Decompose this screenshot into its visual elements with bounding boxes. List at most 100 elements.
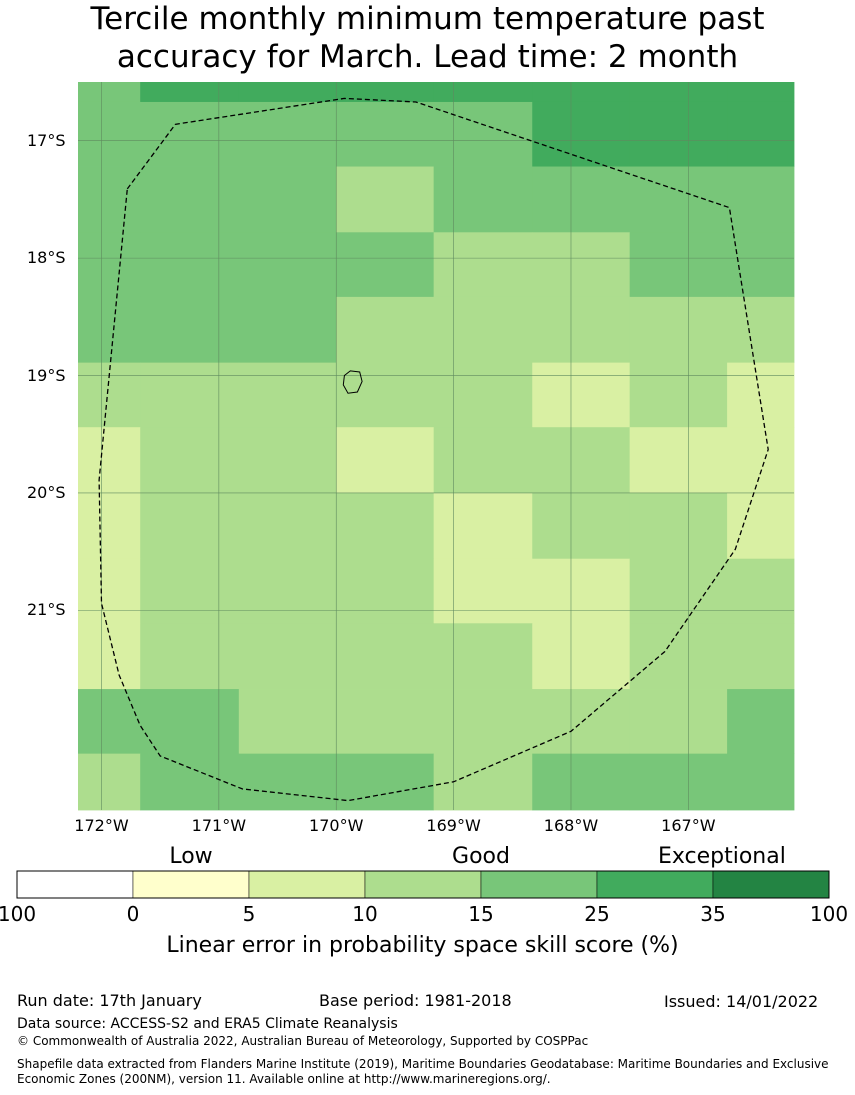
chart-title: Tercile monthly minimum temperature past… (0, 0, 855, 76)
colorbar-tick-label: 0 (126, 902, 140, 926)
grid-cell (140, 558, 240, 624)
grid-cell (140, 232, 240, 298)
grid-cell (78, 296, 141, 364)
grid-cell (433, 296, 533, 364)
grid-cell (238, 623, 337, 690)
colorbar-tick-label: 35 (700, 902, 726, 926)
grid-cell (532, 558, 631, 624)
colorbar-segment (16, 870, 134, 899)
grid-cell (727, 101, 795, 167)
colorbar-segment (364, 870, 482, 899)
colorbar-title: Linear error in probability space skill … (166, 933, 679, 958)
grid-cell (238, 689, 337, 755)
grid-cell (238, 296, 337, 364)
grid-cell (629, 101, 728, 167)
grid-cell (629, 362, 728, 428)
grid-cell (336, 492, 435, 560)
grid-cell (140, 623, 240, 690)
grid-cell (140, 101, 240, 167)
grid-cell (532, 166, 631, 233)
grid-cell (629, 427, 728, 494)
grid-cell (727, 558, 795, 624)
grid-cell (336, 232, 435, 298)
grid-cell (727, 689, 795, 755)
grid-cell (140, 689, 240, 755)
niue-island (342, 370, 363, 394)
latitude-label: 20°S (27, 482, 66, 502)
grid-cell (727, 492, 795, 560)
grid-cell (336, 558, 435, 624)
grid-cell (532, 82, 631, 103)
grid-cell (78, 427, 141, 494)
grid-cell (532, 753, 631, 811)
grid-cell (78, 753, 141, 811)
grid-cell (629, 689, 728, 755)
grid-cell (238, 232, 337, 298)
shapefile-credit-line-2: Economic Zones (200NM), version 11. Avai… (17, 1072, 551, 1086)
grid-cell (336, 101, 435, 167)
grid-cell (433, 101, 533, 167)
grid-cell (140, 427, 240, 494)
skill-grid (78, 82, 795, 811)
grid-cell (238, 558, 337, 624)
grid-cell (433, 689, 533, 755)
grid-cell (433, 166, 533, 233)
grid-cell (532, 296, 631, 364)
category-label: Good (452, 844, 510, 869)
grid-cell (140, 362, 240, 428)
base-period: Base period: 1981-2018 (319, 991, 512, 1010)
copyright: © Commonwealth of Australia 2022, Austra… (17, 1034, 589, 1048)
grid-cell (238, 82, 337, 103)
longitude-label: 168°W (543, 816, 599, 835)
grid-cell (727, 623, 795, 690)
grid-cell (336, 753, 435, 811)
colorbar-frame (16, 870, 830, 899)
grid-cell (727, 362, 795, 428)
category-label: Exceptional (657, 844, 786, 869)
grid-cell (727, 232, 795, 298)
grid-cell (78, 82, 141, 103)
grid-cell (140, 296, 240, 364)
grid-cell (629, 623, 728, 690)
category-label: Low (169, 844, 213, 869)
shapefile-credit-line-1: Shapefile data extracted from Flanders M… (17, 1057, 829, 1071)
grid-cell (78, 166, 141, 233)
colorbar-tick-label: 25 (584, 902, 610, 926)
latitude-label: 17°S (27, 130, 66, 150)
longitude-label: 172°W (74, 816, 129, 835)
latitude-label: 19°S (27, 365, 66, 385)
grid-cell (336, 296, 435, 364)
grid-cell (78, 558, 141, 624)
grid-cell (238, 166, 337, 233)
grid-cell (78, 492, 141, 560)
colorbar-segment (596, 870, 714, 899)
colorbar-tick-label: 15 (468, 902, 494, 926)
grid-cell (238, 362, 337, 428)
grid-cell (336, 689, 435, 755)
longitude-label: 171°W (191, 816, 247, 835)
grid-cell (629, 82, 728, 103)
grid-cell (336, 427, 435, 494)
colorbar (16, 870, 830, 899)
grid-cell (238, 101, 337, 167)
grid-cell (532, 492, 631, 560)
grid-cell (532, 362, 631, 428)
grid-cell (433, 232, 533, 298)
colorbar-segment (132, 870, 250, 899)
grid-cell (78, 623, 141, 690)
grid-cell (336, 623, 435, 690)
grid-cell (727, 427, 795, 494)
grid-cell (78, 689, 141, 755)
title-line-2: accuracy for March. Lead time: 2 month (116, 39, 739, 75)
grid-cell (727, 296, 795, 364)
colorbar-tick-label: 100 (0, 902, 37, 926)
title-line-1: Tercile monthly minimum temperature past (90, 1, 765, 37)
grid-cell (532, 101, 631, 167)
issued-date: Issued: 14/01/2022 (664, 992, 819, 1011)
grid-cell (532, 232, 631, 298)
run-date: Run date: 17th January (17, 991, 202, 1010)
grid-cell (727, 82, 795, 103)
colorbar-tick-label: 5 (242, 902, 256, 926)
grid-cell (78, 362, 141, 428)
